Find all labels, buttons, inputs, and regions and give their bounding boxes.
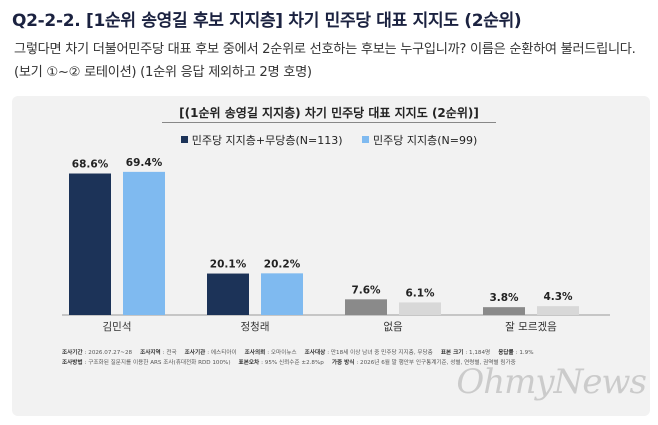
footer-label: 조사기관 (184, 350, 206, 356)
footer-label: 응답률 (498, 350, 514, 356)
footer-item: 조사의뢰: 오마이뉴스 (245, 350, 297, 356)
bar-2-1 (261, 273, 303, 315)
data-label-2-3: 4.3% (543, 291, 573, 303)
footer-label: 조사지역 (140, 350, 161, 356)
chart-title: [(1순위 송영길 지지층) 차기 민주당 대표 지지도 (2순위)] (179, 106, 479, 120)
footer-item: 조사대상: 만18세 이상 남녀 중 민주당 지지층, 무당층 (305, 350, 433, 356)
footer-item: 조사방법: 구조화된 질문지를 이용한 ARS 조사(휴대전화 RDD 100%… (62, 360, 231, 366)
chart-panel (12, 96, 650, 416)
footer-label: 조사방법 (62, 360, 83, 366)
data-label-2-1: 20.2% (264, 258, 301, 270)
footer-value: : 오마이뉴스 (267, 350, 297, 356)
footer-value: : 만18세 이상 남녀 중 민주당 지지층, 무당층 (327, 350, 433, 356)
footer-label: 가중 방식 (331, 360, 355, 366)
footer-item: 표본 크기: 1,184명 (441, 350, 490, 356)
bar-1-1 (207, 273, 249, 315)
legend-item-series-1: 민주당 지지층+무당층(N=113) (180, 132, 343, 148)
footer-label: 표본 크기 (440, 350, 464, 356)
legend-swatch-series-1 (180, 136, 188, 143)
footer-item: 표본오차: 95% 신뢰수준 ±2.8%p (239, 360, 324, 366)
footer-item: 응답률: 1.9% (498, 350, 533, 356)
category-label-1: 정청래 (241, 321, 270, 333)
bar-1-3 (483, 307, 525, 315)
survey-footer: 조사기간: 2026.07.27~28 조사지역: 전국 조사기관: 에스티아이 조사… (62, 348, 622, 368)
footer-label: 표본오차 (238, 360, 260, 366)
data-label-1-1: 20.1% (210, 259, 247, 271)
data-label-2-2: 6.1% (405, 287, 435, 299)
data-label-1-0: 68.6% (72, 159, 109, 171)
legend-item-series-2: 민주당 지지층(N=99) (362, 132, 477, 148)
bar-2-2 (399, 302, 441, 315)
footer-value: : 1.9% (515, 350, 534, 356)
footer-value: : 1,184명 (465, 350, 491, 356)
data-label-2-0: 69.4% (126, 157, 163, 169)
title-divider (162, 122, 496, 123)
footer-item: 가중 방식: 2026년 6월 말 행안부 인구통계기준, 성별, 연령별, 권… (332, 360, 516, 366)
footer-item: 조사기관: 에스티아이 (185, 350, 237, 356)
bar-2-0 (123, 171, 165, 315)
footer-value: : 구조화된 질문지를 이용한 ARS 조사(휴대전화 RDD 100%) (84, 360, 231, 366)
chart-legend: 민주당 지지층+무당층(N=113) 민주당 지지층(N=99) (0, 132, 658, 148)
bar-1-0 (69, 173, 111, 315)
data-label-1-2: 7.6% (351, 284, 381, 296)
footer-value: : 전국 (162, 350, 177, 356)
footer-label: 조사대상 (304, 350, 326, 356)
footer-item: 조사지역: 전국 (140, 350, 177, 356)
footer-value: : 2026년 6월 말 행안부 인구통계기준, 성별, 연령별, 권역별 림가… (356, 360, 516, 366)
footer-row-1: 조사기간: 2026.07.27~28 조사지역: 전국 조사기관: 에스티아이 조사… (62, 348, 622, 358)
question-title: Q2-2-2. [1순위 송영길 후보 지지층] 차기 민주당 대표 지지도 (… (12, 11, 522, 31)
footer-value: : 에스티아이 (207, 350, 237, 356)
category-label-2: 없음 (383, 320, 403, 333)
legend-swatch-series-2 (362, 136, 370, 143)
footer-item: 조사기간: 2026.07.27~28 (62, 350, 132, 356)
footer-label: 조사기간 (62, 350, 83, 356)
category-label-3: 잘 모르겠음 (505, 321, 557, 333)
footer-row-2: 조사방법: 구조화된 질문지를 이용한 ARS 조사(휴대전화 RDD 100%… (62, 358, 622, 368)
question-text: 그렇다면 차기 더불어민주당 대표 후보 중에서 2순위로 선호하는 후보는 누… (14, 42, 636, 80)
data-label-1-3: 3.8% (489, 292, 519, 304)
ohmynews-watermark: OhmyNews (456, 362, 647, 402)
legend-label-series-2: 민주당 지지층(N=99) (373, 134, 478, 147)
legend-label-series-1: 민주당 지지층+무당층(N=113) (191, 134, 343, 147)
bar-2-3 (537, 306, 579, 315)
footer-value: : 95% 신뢰수준 ±2.8%p (261, 360, 324, 366)
category-label-0: 김민석 (103, 321, 132, 333)
footer-label: 조사의뢰 (244, 350, 266, 356)
bar-1-2 (345, 299, 387, 315)
footer-value: : 2026.07.27~28 (84, 350, 133, 356)
